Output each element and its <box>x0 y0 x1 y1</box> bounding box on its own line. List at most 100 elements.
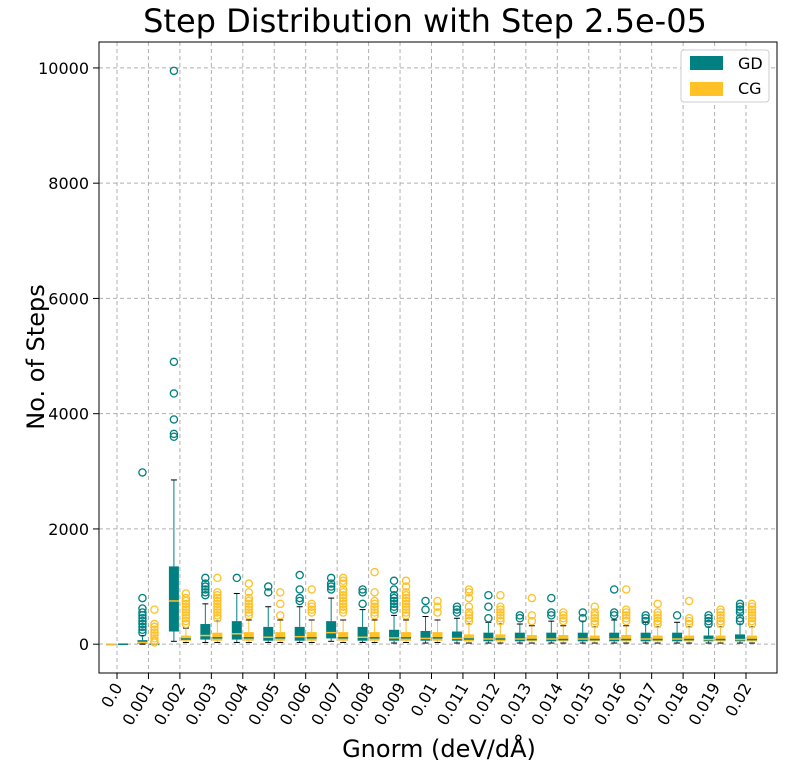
outlier-point <box>704 614 713 623</box>
outlier-point <box>421 596 430 606</box>
outlier-point <box>326 582 336 591</box>
outlier-point <box>326 585 336 594</box>
outlier-point <box>401 596 411 606</box>
outlier-point <box>244 579 254 588</box>
outlier-point <box>201 590 210 600</box>
box-body <box>389 629 400 641</box>
box-cg <box>715 605 726 644</box>
outlier-point <box>578 614 588 623</box>
outlier-point <box>244 608 254 617</box>
outlier-point <box>496 590 505 600</box>
box-body <box>463 634 474 642</box>
box-cg <box>558 608 569 644</box>
outlier-point <box>527 611 537 620</box>
outlier-point <box>464 585 474 594</box>
box-cg <box>652 599 663 644</box>
outlier-point <box>150 625 159 635</box>
outlier-point <box>621 611 631 620</box>
box-gd <box>483 590 494 644</box>
box-gd <box>703 611 714 644</box>
outlier-point <box>735 599 745 609</box>
box-body <box>672 632 683 642</box>
outlier-point <box>358 599 367 609</box>
outlier-point <box>704 616 713 626</box>
box-body <box>369 632 380 641</box>
outlier-point <box>138 468 147 477</box>
outlier-point <box>590 616 600 626</box>
outlier-point <box>338 596 348 606</box>
outlier-point <box>201 588 210 597</box>
y-axis-label: No. of Steps <box>22 284 50 429</box>
outlier-point <box>716 619 725 629</box>
outlier-point <box>338 576 348 586</box>
outlier-point <box>464 611 474 620</box>
outlier-point <box>138 625 147 635</box>
x-tick-label: 0.009 <box>370 680 409 729</box>
outlier-point <box>213 614 222 623</box>
outlier-point <box>213 596 222 606</box>
box-gd <box>640 611 651 644</box>
outlier-point <box>704 619 713 629</box>
box-cg <box>526 593 537 644</box>
outlier-point <box>307 608 316 617</box>
box-body <box>495 634 506 642</box>
outlier-point <box>496 611 505 620</box>
box-body <box>577 632 588 642</box>
outlier-point <box>401 608 411 617</box>
box-body <box>652 635 663 642</box>
outlier-point <box>464 616 474 626</box>
outlier-point <box>181 608 191 617</box>
outlier-point <box>201 582 210 591</box>
outlier-point <box>295 570 304 580</box>
legend-label-gd: GD <box>738 54 763 73</box>
outlier-point <box>747 602 757 611</box>
outlier-point <box>181 599 191 609</box>
outlier-point <box>181 605 191 614</box>
legend: GD CG <box>680 49 770 103</box>
outlier-point <box>747 599 757 609</box>
outlier-point <box>213 590 222 600</box>
outlier-point <box>370 588 379 597</box>
x-tick-label: 0.0 <box>97 680 126 712</box>
outlier-point <box>150 631 159 640</box>
outlier-point <box>747 614 757 623</box>
outlier-point <box>547 608 556 617</box>
box-cg <box>432 596 443 643</box>
outlier-point <box>370 602 379 611</box>
outlier-point <box>401 593 411 603</box>
outlier-point <box>275 611 285 620</box>
box-gd <box>106 643 116 646</box>
outlier-point <box>735 608 745 617</box>
outlier-point <box>150 619 159 629</box>
outlier-point <box>213 602 222 611</box>
outlier-point <box>641 614 650 623</box>
outlier-point <box>590 614 600 623</box>
box-body <box>735 634 745 642</box>
outlier-point <box>452 602 462 611</box>
box-cg <box>149 605 160 647</box>
outlier-point <box>496 614 505 623</box>
box-gd <box>577 608 588 644</box>
box-cg <box>684 596 695 644</box>
box-body <box>703 635 714 642</box>
outlier-point <box>138 614 147 623</box>
outlier-point <box>201 579 210 588</box>
plot-frame <box>98 41 778 674</box>
outlier-point <box>401 602 411 611</box>
outlier-point <box>389 599 399 609</box>
box-body <box>432 632 443 641</box>
outlier-point <box>735 616 745 626</box>
outlier-point <box>527 616 537 626</box>
outlier-point <box>138 628 147 637</box>
outlier-point <box>401 605 411 614</box>
box-body <box>357 626 368 641</box>
box-gd <box>514 611 525 644</box>
outlier-point <box>464 602 474 611</box>
outlier-point <box>326 573 336 583</box>
outlier-point <box>213 611 222 620</box>
box-body <box>420 630 431 641</box>
y-tick-label: 6000 <box>48 289 89 308</box>
outlier-point <box>653 611 662 620</box>
outlier-point <box>181 611 191 620</box>
